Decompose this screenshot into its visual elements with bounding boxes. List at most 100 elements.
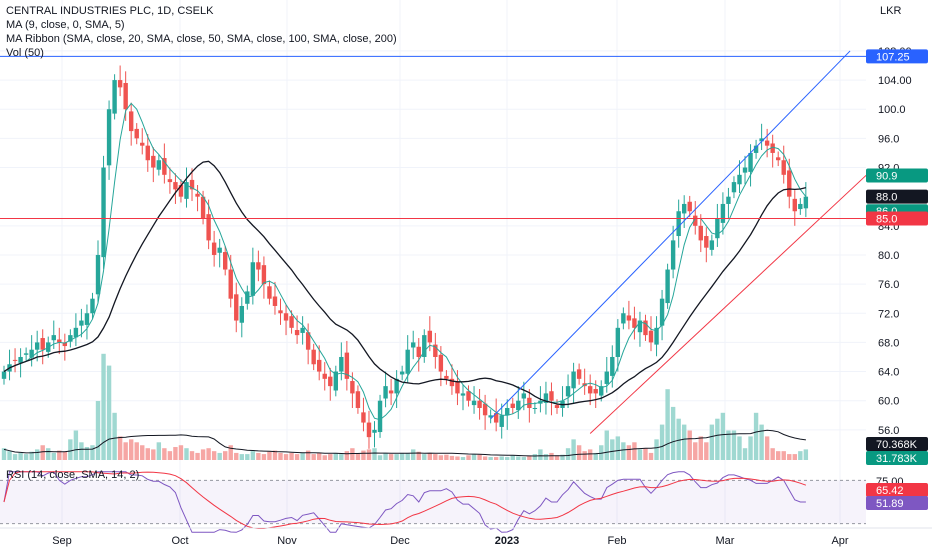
volume-bar [7, 451, 12, 460]
rsi-ma-line [3, 471, 807, 529]
volume-tag [866, 451, 928, 465]
time-tick-label: Sep [52, 535, 72, 547]
rsi-legend[interactable]: RSI (14, close, SMA, 14, 2) [6, 469, 140, 481]
volume-bar [106, 365, 112, 460]
candle-body [79, 320, 84, 326]
candle-body [68, 335, 73, 342]
volume-bar [217, 452, 222, 460]
candle-body [621, 313, 626, 324]
volume-bar [433, 454, 438, 460]
price-tag-label: 107.25 [876, 51, 910, 63]
ma-ribbon-legend[interactable]: MA Ribbon (SMA, close, 20, SMA, close, 5… [6, 33, 397, 45]
candle-body [460, 393, 466, 396]
volume-bar [388, 454, 394, 460]
symbol-legend[interactable]: CENTRAL INDUSTRIES PLC, 1D, CSELK [6, 5, 214, 17]
candle-body [654, 327, 659, 345]
volume-bar [383, 452, 388, 460]
candle-body [482, 403, 488, 416]
volume-bar [604, 430, 609, 460]
volume-bar [770, 448, 775, 460]
candle-body [267, 286, 272, 299]
candle-body [300, 327, 305, 333]
volume-bar [57, 450, 62, 460]
volume-bar [720, 412, 726, 460]
candle-body [593, 389, 598, 394]
candle-body [411, 342, 416, 348]
volume-bar [505, 457, 510, 460]
candle-body [604, 371, 609, 384]
volume-bar [482, 456, 488, 460]
candle-body [565, 386, 571, 397]
candle-body [438, 354, 444, 372]
candle-body [527, 397, 532, 408]
price-tick-label: 60.0 [878, 396, 899, 408]
candle-body [521, 393, 527, 399]
volume-bar [455, 456, 460, 460]
volume-bar [471, 454, 477, 460]
candle-body [228, 269, 233, 299]
candle-body [162, 158, 167, 175]
candle-body [731, 182, 737, 193]
volume-bar [709, 424, 715, 460]
candle-body [405, 349, 410, 374]
volume-bar [499, 456, 504, 460]
candle-body [350, 381, 355, 394]
time-tick-label: Feb [608, 535, 627, 547]
candle-body [798, 203, 803, 210]
candle-body [659, 298, 665, 326]
candle-body [51, 335, 56, 341]
volume-bar [195, 452, 200, 460]
volume-legend[interactable]: Vol (50) [6, 47, 44, 59]
price-axis: 108.00104.00100.096.092.084.080.076.072.… [866, 46, 928, 510]
volume-bar [665, 389, 670, 460]
time-tick-label: Mar [716, 535, 735, 547]
candle-body [23, 353, 29, 355]
volume-bar [128, 439, 134, 460]
ma-legend[interactable]: MA (9, close, 0, SMA, 5) [6, 19, 125, 31]
volume-bar [560, 454, 565, 460]
candle-body [554, 405, 560, 408]
candle-body [366, 422, 372, 438]
candle-body [571, 371, 576, 389]
candle-body [787, 170, 792, 197]
volume-bar [250, 451, 256, 460]
candle-body [632, 318, 637, 328]
volume-bar [737, 436, 742, 460]
volume-bar [46, 448, 51, 460]
price-tag [866, 211, 928, 226]
volume-bar [62, 451, 68, 460]
ma-ribbon-line [3, 160, 807, 406]
volume-bar [416, 451, 421, 460]
volume-bar [787, 454, 792, 460]
candle-body [18, 356, 23, 363]
volume-bar [267, 451, 272, 460]
volume-bar [84, 447, 90, 460]
candle-body [223, 252, 228, 270]
volume-bar [538, 449, 543, 460]
volume-bar [167, 451, 173, 460]
volume-tag-label: 31.783K [876, 453, 918, 465]
volume-bar [51, 452, 56, 460]
candle-body [234, 294, 239, 321]
trendline-upper [490, 50, 851, 420]
volume-bar [422, 454, 427, 460]
trendline-lower [589, 174, 868, 434]
volume-bar [29, 451, 34, 460]
volume-bar [643, 448, 648, 460]
price-tick-label: 76.0 [878, 279, 899, 291]
price-tick-label: 68.0 [878, 337, 899, 349]
time-tick-label: Apr [831, 535, 848, 547]
volume-bar [444, 454, 449, 460]
volume-bar [565, 448, 571, 460]
candle-body [256, 262, 261, 270]
volume-bar [145, 448, 150, 460]
volume-bar [654, 439, 659, 460]
volume-bar [615, 436, 621, 460]
candle-body [305, 332, 311, 350]
volume-bar [272, 450, 278, 460]
candle-body [394, 378, 399, 394]
volume-bar [726, 430, 731, 460]
volume-bar [792, 454, 797, 460]
candle-body [184, 182, 189, 199]
